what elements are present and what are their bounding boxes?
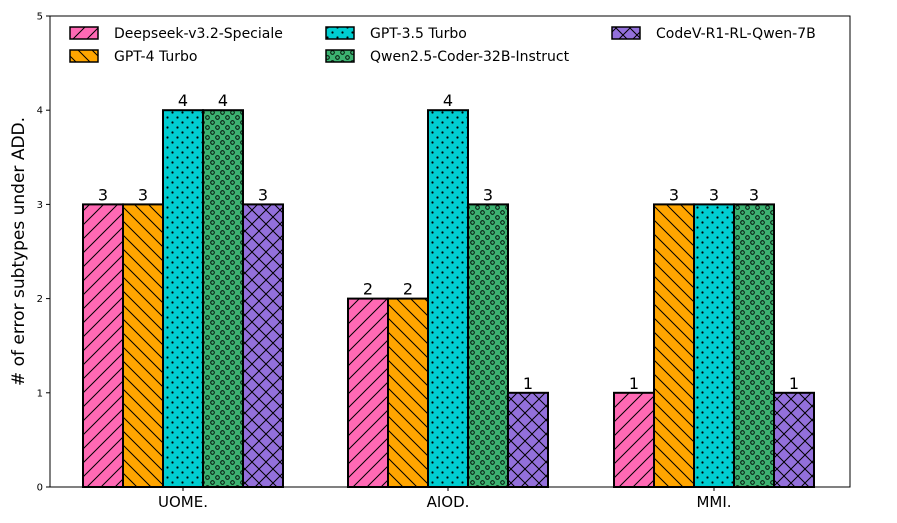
bar-value-label: 4 — [218, 91, 228, 110]
bar-outline — [82, 203, 124, 488]
legend-swatch-outline — [69, 49, 99, 63]
y-tick-label: 5 — [37, 12, 43, 23]
y-tick-label: 2 — [37, 294, 43, 305]
bar-outline — [202, 109, 244, 488]
plot-frame — [49, 15, 851, 488]
bar-outline — [347, 297, 389, 488]
x-axis: UOME. AIOD. MMI. — [158, 487, 732, 511]
bar-value-label: 3 — [483, 185, 493, 204]
bar-value-label: 2 — [403, 280, 413, 299]
bar-value-label: 3 — [98, 185, 108, 204]
bar-value-label: 3 — [749, 185, 759, 204]
legend-swatch-outline — [611, 26, 641, 40]
value-labels-layer: 3 2 1 3 2 3 4 4 3 4 3 3 3 1 1 — [98, 91, 799, 393]
x-tick-label: UOME. — [158, 493, 208, 511]
bar-outline — [242, 203, 284, 488]
bar-value-label: 4 — [178, 91, 188, 110]
bar-value-label: 1 — [629, 374, 639, 393]
legend-label: GPT-3.5 Turbo — [370, 26, 467, 42]
y-tick-label: 1 — [37, 388, 43, 399]
bar-outline — [693, 203, 735, 488]
bar-outline — [427, 109, 469, 488]
bar-value-label: 3 — [138, 185, 148, 204]
bar-value-label: 2 — [363, 280, 373, 299]
x-tick-label: MMI. — [696, 493, 731, 511]
bar-outline — [733, 203, 775, 488]
bar-value-label: 1 — [789, 374, 799, 393]
bar-value-label: 1 — [523, 374, 533, 393]
bar-outline — [653, 203, 695, 488]
bar-outline — [507, 391, 549, 488]
legend-swatch-outline — [325, 26, 355, 40]
legend-swatch-outline — [69, 26, 99, 40]
y-tick-label: 4 — [37, 106, 43, 117]
bar-outline — [467, 203, 509, 488]
bar-outline — [773, 391, 815, 488]
legend-label: Deepseek-v3.2-Speciale — [114, 26, 283, 42]
legend-label: GPT-4 Turbo — [114, 49, 197, 65]
bar-value-label: 3 — [258, 185, 268, 204]
legend-label: Qwen2.5-Coder-32B-Instruct — [370, 49, 570, 65]
bar-value-label: 3 — [709, 185, 719, 204]
bar-value-label: 4 — [443, 91, 453, 110]
bar-outline — [122, 203, 164, 488]
bar-outline — [162, 109, 204, 488]
bar-outline — [613, 391, 655, 488]
bars-layer — [82, 109, 815, 488]
bar-value-label: 3 — [669, 185, 679, 204]
y-axis: 0 1 2 3 4 5 — [37, 12, 50, 494]
bar-outline — [387, 297, 429, 488]
legend: Deepseek-v3.2-Speciale GPT-4 Turbo GPT-3.5… — [69, 26, 816, 65]
legend-swatch-outline — [325, 49, 355, 63]
y-tick-label: 3 — [37, 200, 43, 211]
y-axis-title: # of error subtypes under ADD. — [9, 117, 29, 386]
legend-label: CodeV-R1-RL-Qwen-7B — [656, 26, 816, 42]
x-tick-label: AIOD. — [427, 493, 470, 511]
y-tick-label: 0 — [37, 483, 43, 494]
